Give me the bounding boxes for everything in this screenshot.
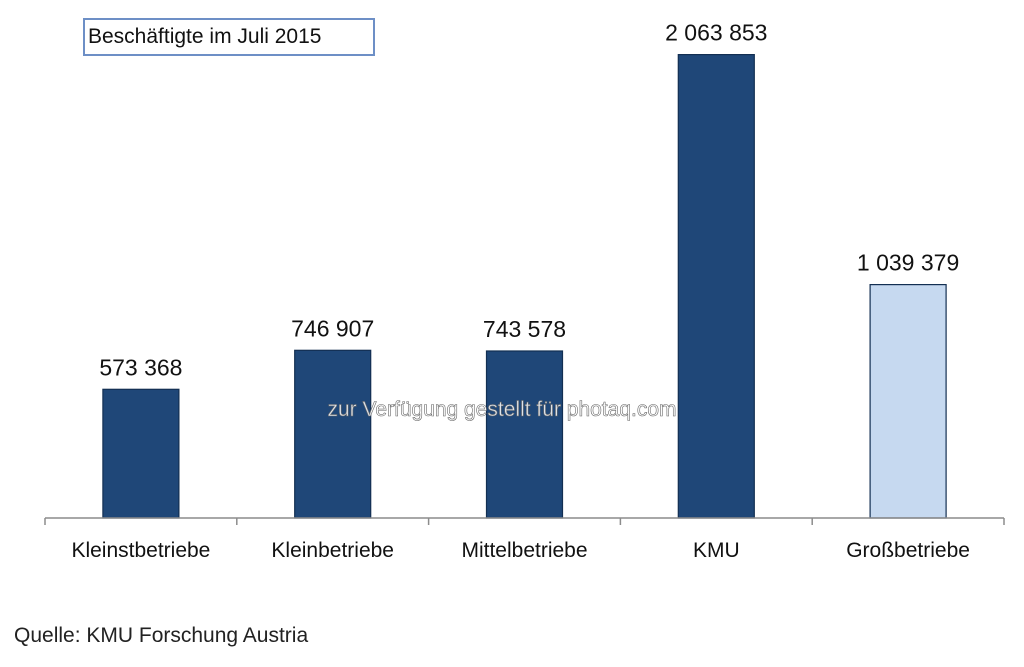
chart-title: Beschäftigte im Juli 2015	[88, 25, 322, 48]
bar-kleinbetriebe	[294, 349, 372, 519]
x-axis	[44, 517, 1005, 525]
x-tick-label: Mittelbetriebe	[461, 539, 587, 562]
x-tick-label: KMU	[693, 539, 740, 562]
bar-mittelbetriebe	[485, 350, 564, 519]
x-tick-labels-layer: Kleinstbetriebe Kleinbetriebe Mittelbetrie…	[71, 539, 970, 562]
bars-layer	[102, 53, 947, 519]
x-tick-label: Kleinbetriebe	[271, 539, 394, 562]
chart-title-box	[83, 18, 375, 56]
bar-kmu	[677, 53, 755, 519]
value-labels-layer: 573 368 746 907 743 578 2 063 853 1 039 379	[99, 20, 959, 381]
value-label: 743 578	[483, 316, 566, 342]
bar-kleinstbetriebe	[102, 388, 180, 519]
x-tick-label: Großbetriebe	[846, 539, 970, 562]
value-label: 573 368	[99, 354, 182, 380]
source-note: Quelle: KMU Forschung Austria	[14, 624, 309, 647]
value-label: 746 907	[291, 315, 374, 341]
bar-großbetriebe	[869, 284, 947, 519]
x-tick-label: Kleinstbetriebe	[71, 539, 210, 562]
value-label: 1 039 379	[857, 250, 959, 276]
value-label: 2 063 853	[665, 20, 767, 46]
watermark-text: zur Verfügung gestellt für photaq.com	[327, 398, 677, 422]
